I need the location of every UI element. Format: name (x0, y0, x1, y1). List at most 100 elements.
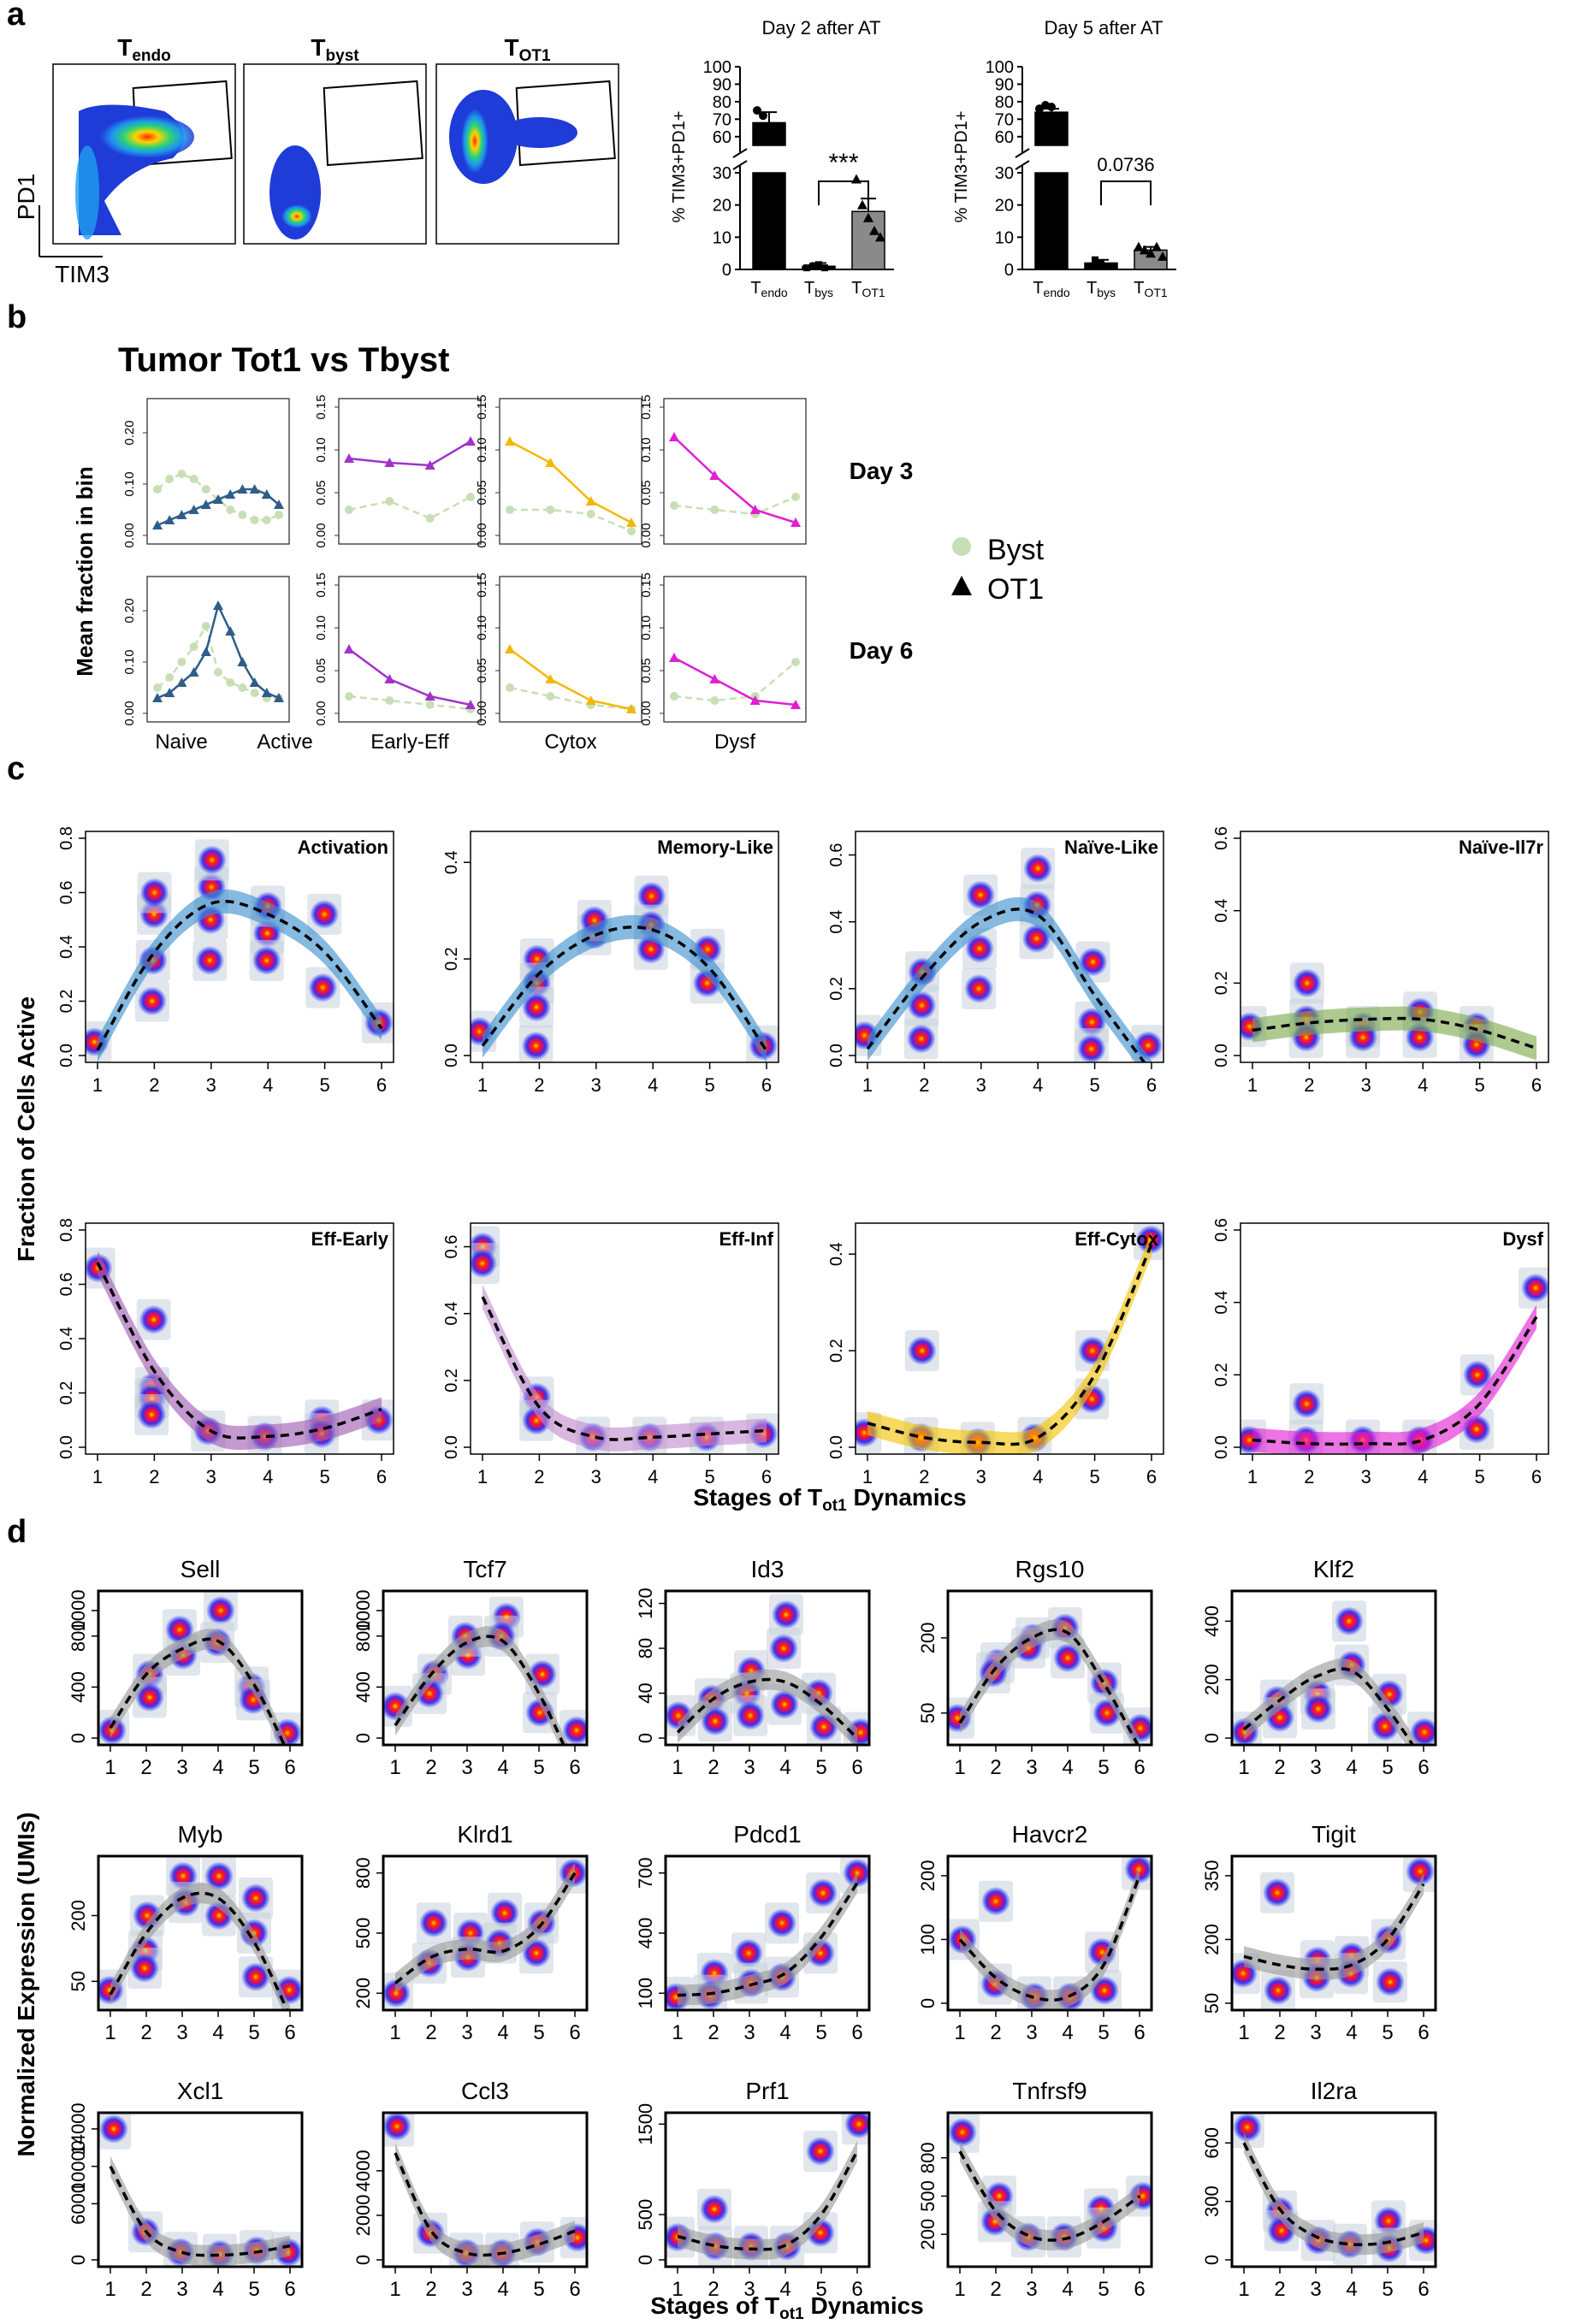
y-tick-label: 0.10 (314, 437, 329, 462)
plot-inner (856, 1223, 1163, 1454)
y-tick-label: 400 (1201, 1606, 1223, 1637)
mini-plot-frame (338, 576, 482, 723)
x-tick-label: 6 (284, 2021, 295, 2044)
plot-frame (97, 1854, 304, 2012)
x-tick-label: 1 (954, 2021, 965, 2044)
flow-title: Tendo (117, 34, 171, 65)
density-point (808, 1878, 838, 1908)
trend-line (1242, 1667, 1415, 1745)
plot-inner (948, 1856, 1152, 2010)
density-point (1304, 1694, 1333, 1724)
flow-plot-2: TOT1 (435, 34, 619, 245)
y-tick-label: 0.00 (475, 701, 489, 725)
mini-plot-5: 0.00 0.05 0.10 0.15 (314, 572, 482, 726)
y-tick-label: 60 (995, 128, 1014, 147)
density-point (206, 1595, 235, 1625)
y-tick-label: 0.00 (314, 523, 329, 547)
data-point (857, 199, 867, 210)
y-tick-label: 0.0 (827, 1435, 846, 1459)
density-point (522, 992, 552, 1022)
y-tick-label: 200 (1201, 1664, 1223, 1695)
density-point (1264, 1976, 1293, 2006)
plot-title: Havcr2 (1012, 1821, 1088, 1848)
plot-frame (1230, 2111, 1437, 2268)
plot-background (1240, 1223, 1548, 1454)
plot-inner (1240, 962, 1537, 1062)
y-tick-label: 0.4 (442, 850, 461, 874)
y-tick-label: 0.4 (57, 1327, 76, 1351)
y-tick-label: 0.2 (57, 1381, 76, 1405)
confidence-ribbon (1244, 1873, 1424, 1980)
y-tick-label: 0 (722, 261, 731, 280)
y-tick-label: 0.2 (827, 1339, 846, 1363)
ot1-point (176, 677, 187, 687)
density-point (981, 1886, 1010, 1916)
x-tick-label: 1 (389, 2021, 400, 2044)
y-tick-label: 400 (68, 1671, 89, 1703)
ot1-point (164, 515, 175, 524)
x-tick-label: 4 (1346, 1756, 1357, 1779)
x-tick-label: 2 (708, 1756, 719, 1779)
x-tick-label: 5 (1382, 2021, 1393, 2044)
trend-plot: 0.0 0.2 0.4 0.6 0.8 1 2 3 4 5 6 Activation (57, 826, 394, 1096)
plot-inner (98, 1591, 302, 1745)
y-tick-label: 0.05 (314, 658, 329, 683)
confidence-ribbon (678, 1669, 857, 1745)
byst-point (226, 506, 235, 514)
panel-label-b: b (7, 299, 27, 335)
density-point (1023, 854, 1053, 884)
x-tick-label: 6 (569, 2278, 580, 2301)
bar-chart-ylabel: % TIM3+PD1+ (952, 111, 971, 223)
ot1-point (225, 489, 236, 499)
col-label: Cytox (544, 730, 596, 754)
plot-title: Rgs10 (1015, 1556, 1085, 1582)
y-tick-label: 90 (713, 75, 731, 94)
x-tick-label: 1 (92, 1466, 103, 1487)
trend-line (866, 908, 1146, 1062)
trend-line (677, 2150, 859, 2251)
confidence-ribbon (1252, 1006, 1537, 1061)
y-tick-label: 60 (713, 128, 731, 147)
y-tick-label: 700 (635, 1857, 656, 1889)
x-tick-label: 2 (425, 1756, 436, 1779)
panel-d-ylabel: Normalized Expression (UMIs) (13, 1812, 39, 2157)
x-tick-label: 5 (533, 2278, 544, 2301)
data-point (1158, 251, 1168, 261)
legend-label-ot1: OT1 (987, 572, 1045, 606)
y-tick-label: 0.10 (475, 437, 489, 462)
x-tick-label: 6 (1134, 2021, 1145, 2044)
ot1-point (152, 693, 163, 702)
byst-line (509, 686, 632, 711)
trend-plot: 0 500 1500 1 2 3 4 5 6 Prf1 (635, 2078, 871, 2301)
trend-plot: 200 500 800 1 2 3 4 5 6 Klrd1 (352, 1821, 589, 2044)
ot1-point (465, 436, 476, 446)
axis-break-marks (732, 148, 748, 170)
x-tick-label: 5 (815, 2021, 826, 2044)
plot-inner (98, 2113, 302, 2267)
x-tick-label: 4 (497, 1756, 508, 1779)
data-point (815, 261, 822, 269)
x-tick-label: 4 (648, 1074, 658, 1096)
y-tick-label: 800 (917, 2142, 938, 2173)
byst-point (177, 658, 187, 666)
x-tick-label: 5 (248, 2278, 259, 2301)
byst-point (250, 689, 259, 697)
x-tick-label: 4 (779, 1756, 790, 1779)
density-point (767, 1908, 796, 1938)
ot1-line (509, 440, 632, 524)
y-tick-label: 30 (995, 164, 1014, 183)
mini-plot-0: 0.00 0.10 0.20 (122, 398, 290, 548)
y-tick-label: 0.2 (827, 977, 846, 1001)
confidence-ribbon (867, 896, 1152, 1062)
plot-frame (946, 1589, 1153, 1747)
x-tick-label: 5 (704, 1466, 714, 1487)
plot-inner (98, 1856, 302, 2010)
x-tick-label: 3 (461, 2021, 472, 2044)
byst-point (275, 511, 283, 519)
trend-plot: 0 100 200 1 2 3 4 5 6 Havcr2 (917, 1821, 1153, 2044)
x-tick-label: 6 (1531, 1466, 1542, 1487)
byst-point (189, 642, 198, 651)
x-tick-label: 2 (1274, 2278, 1285, 2301)
byst-point (546, 692, 555, 701)
density-point (806, 2137, 835, 2167)
